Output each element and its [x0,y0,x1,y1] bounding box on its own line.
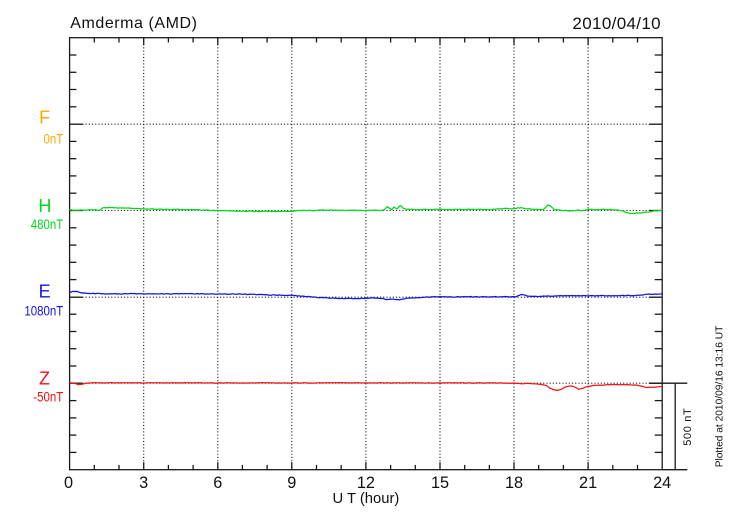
svg-text:U T (hour): U T (hour) [332,491,399,507]
svg-text:Plotted at 2010/09/16 13:16 UT: Plotted at 2010/09/16 13:16 UT [715,326,726,468]
svg-text:500 nT: 500 nT [682,408,694,446]
svg-text:24: 24 [653,474,671,492]
svg-text:480nT: 480nT [31,217,64,232]
svg-text:15: 15 [431,474,449,492]
svg-text:F: F [39,108,50,128]
svg-text:0nT: 0nT [44,132,64,147]
svg-text:0: 0 [64,474,73,492]
svg-text:-50nT: -50nT [33,390,63,405]
svg-text:H: H [38,196,51,216]
svg-text:6: 6 [213,474,222,492]
svg-text:9: 9 [287,474,296,492]
svg-text:Z: Z [39,368,50,388]
svg-text:1080nT: 1080nT [24,304,63,319]
svg-text:E: E [39,281,51,301]
svg-text:18: 18 [505,474,523,492]
svg-text:3: 3 [139,474,148,492]
svg-text:21: 21 [579,474,597,492]
svg-text:Amderma (AMD): Amderma (AMD) [70,15,197,32]
svg-text:2010/04/10: 2010/04/10 [572,14,661,33]
svg-text:12: 12 [357,474,375,492]
